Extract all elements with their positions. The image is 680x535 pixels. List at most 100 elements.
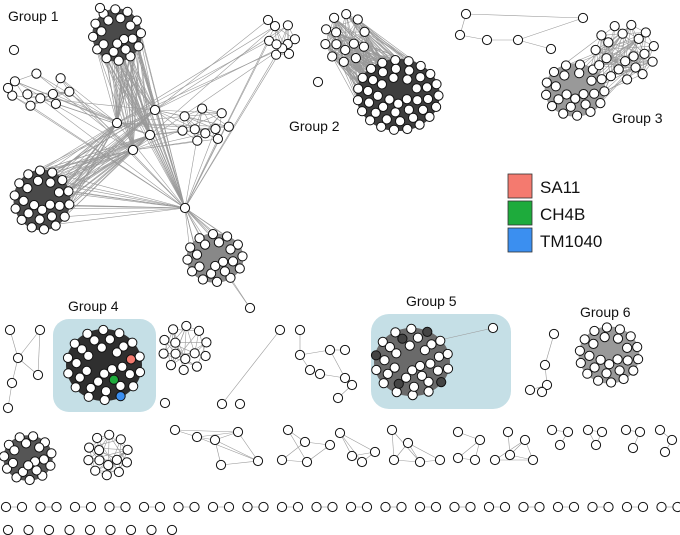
node-326 [579,334,590,345]
node-317 [314,368,326,380]
legend-label-ch4b: CH4B [540,205,585,224]
node-284 [422,326,433,337]
node-235 [74,372,85,383]
node-45 [200,239,211,250]
node-304 [389,362,400,373]
node-128 [357,72,368,84]
node-121 [331,39,342,50]
node-144 [370,107,381,118]
node-393 [299,436,311,448]
edge-1717 [108,434,128,463]
edge-526 [132,133,206,151]
node-455 [483,501,495,513]
node-358 [27,431,39,442]
node-224 [82,328,93,339]
edge-1148 [606,38,639,59]
node-200 [605,71,617,82]
node-7 [47,88,59,100]
node-373 [101,470,112,481]
node-158 [378,101,389,113]
node-58 [34,165,46,176]
node-16 [223,121,234,132]
node-35 [207,229,219,240]
edge-525 [132,112,222,151]
node-13 [179,111,190,122]
node-464 [637,501,649,513]
node-353 [11,472,22,483]
node-193 [574,68,585,79]
node-60 [57,175,68,186]
node-228 [134,351,145,362]
node-298 [426,339,437,350]
node-68 [18,195,29,206]
node-291 [408,381,420,392]
node-286 [442,348,453,360]
legend-label-tm1040: TM1040 [540,232,602,251]
node-468 [23,524,34,535]
node-36 [222,231,233,242]
node-382 [111,454,123,465]
node-120 [340,44,351,56]
node-287 [442,363,454,374]
node-454 [465,501,476,513]
node-75 [37,204,48,215]
node-446 [327,501,338,513]
node-104 [2,82,14,94]
node-1 [25,100,36,111]
node-32 [182,254,193,265]
node-29 [211,276,223,287]
node-420 [590,439,602,451]
node-392 [282,424,294,436]
node-324 [575,357,586,369]
node-352 [24,474,35,486]
node-192 [559,70,570,81]
edge-1733 [196,431,239,438]
node-229 [134,367,146,378]
node-168 [312,76,324,88]
node-110 [338,56,349,68]
node-23 [269,21,281,32]
node-217 [628,51,639,62]
edge-646 [332,31,365,57]
node-387 [191,431,203,443]
group-1-label: Group 1 [8,8,59,24]
node-421 [620,424,632,436]
edge-489 [154,109,183,131]
node-127 [353,83,364,94]
node-371 [23,460,34,471]
node-475 [166,524,178,535]
node-0 [50,98,62,110]
node-258 [168,324,179,335]
node-407 [474,434,486,446]
edge-595 [64,207,186,217]
node-313 [294,349,306,361]
node-411 [504,449,516,461]
node-297 [412,332,423,343]
node-21 [271,49,282,60]
node-307 [419,345,430,356]
node-153 [422,93,434,105]
node-369 [38,454,50,465]
node-381 [121,457,133,468]
edge-1466 [329,349,346,379]
node-327 [589,325,600,337]
node-92 [96,26,107,37]
node-195 [589,88,600,99]
node-53 [16,214,27,225]
node-285 [435,335,446,346]
edge-580 [138,46,186,209]
edge-594 [68,191,186,209]
legend: SA11 CH4B TM1040 [507,173,602,253]
node-390 [252,455,264,467]
edge-475 [28,109,156,175]
edge-560 [50,134,151,183]
node-296 [397,333,408,344]
node-9 [22,89,33,100]
edge-658 [333,17,355,44]
node-332 [633,354,644,365]
node-265 [170,348,181,359]
node-366 [9,445,20,456]
node-126 [352,95,364,106]
node-184 [596,74,607,85]
node-142 [395,116,406,127]
